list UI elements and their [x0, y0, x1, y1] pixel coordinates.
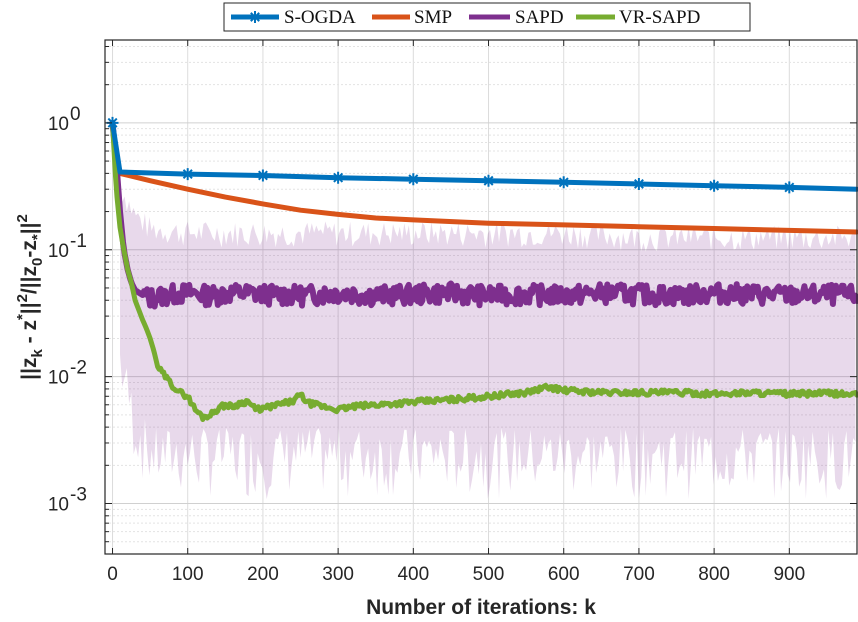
ylabel-sup-2a: 2	[14, 294, 31, 302]
ylabel-part-2: - z	[18, 320, 41, 349]
x-tick-label: 500	[473, 564, 505, 585]
sapd-variance-band	[120, 186, 856, 500]
y-tick-exponent: -2	[70, 358, 87, 379]
marker-s-ogda	[557, 176, 570, 189]
y-tick-label: 10	[48, 368, 69, 389]
series-vr-sapd	[110, 120, 858, 422]
y-tick-label: 10	[48, 241, 69, 262]
y-tick-base: 10	[48, 241, 69, 262]
ylabel-sup-2b: 2	[14, 214, 31, 222]
legend-marker-s-ogda	[249, 11, 261, 23]
marker-s-ogda	[181, 168, 194, 181]
line-s-ogda	[110, 120, 858, 192]
series-smp	[117, 170, 858, 235]
x-tick-label: 600	[548, 564, 580, 585]
ylabel-sub-0: 0	[29, 258, 46, 266]
x-tick-label: 400	[397, 564, 429, 585]
y-axis-label: ||zk - z*||2/||z0-z*||2	[14, 214, 46, 380]
ylabel-part-1: ||z	[18, 358, 41, 380]
legend-item-sapd: SAPD	[469, 7, 564, 28]
x-tick-label: 200	[247, 564, 279, 585]
ylabel-part-6: ||	[18, 223, 41, 235]
ylabel-part-5: -z	[18, 240, 41, 258]
y-tick-exponent: -1	[70, 231, 87, 252]
x-tick-label: 800	[698, 564, 730, 585]
legend-label-sapd: SAPD	[515, 7, 564, 28]
x-tick-label: 100	[172, 564, 204, 585]
x-axis: 0 100 200 300 400 500 600 700 800 900	[107, 40, 805, 585]
x-tick-label: 0	[107, 564, 118, 585]
marker-s-ogda	[332, 171, 345, 184]
marker-s-ogda	[407, 173, 420, 186]
legend-label-smp: SMP	[414, 7, 452, 28]
ylabel-sup-star: *	[14, 314, 31, 320]
legend-item-vr-sapd: VR-SAPD	[576, 7, 700, 28]
line-vr-sapd	[110, 120, 858, 422]
x-tick-label: 300	[322, 564, 354, 585]
marker-s-ogda	[708, 179, 721, 192]
legend-box	[223, 2, 751, 32]
ylabel-part-4: /||z	[18, 266, 41, 294]
y-tick-exponent: -3	[70, 485, 87, 506]
y-tick-base: 10	[48, 495, 69, 516]
ylabel-sub-k: k	[29, 349, 46, 358]
marker-s-ogda	[632, 178, 645, 190]
ylabel-sub-star: *	[29, 234, 46, 240]
ylabel-part-3: ||	[18, 302, 41, 314]
x-tick-label: 900	[773, 564, 805, 585]
y-tick-label: 10	[48, 495, 69, 516]
line-smp	[117, 170, 858, 235]
line-sapd	[109, 119, 858, 310]
y-tick-base: 10	[48, 368, 69, 389]
series-s-ogda	[106, 116, 858, 194]
marker-s-ogda	[783, 181, 796, 194]
y-tick-label: 10	[48, 114, 69, 135]
marker-s-ogda	[256, 169, 269, 182]
legend-item-smp: SMP	[372, 7, 452, 28]
x-tick-label: 700	[623, 564, 655, 585]
legend-star-glyph	[249, 11, 261, 23]
series-group	[106, 116, 858, 422]
y-tick-exponent: 0	[70, 104, 81, 125]
legend: S-OGDA SMP SAPD VR-SAPD	[223, 2, 751, 32]
legend-label-vr-sapd: VR-SAPD	[619, 7, 700, 28]
sapd-band-area	[120, 186, 856, 500]
marker-s-ogda	[482, 174, 495, 187]
legend-item-s-ogda: S-OGDA	[231, 7, 356, 28]
legend-label-s-ogda: S-OGDA	[284, 7, 356, 28]
marker-s-ogda	[106, 116, 119, 129]
series-sapd	[109, 119, 858, 310]
y-tick-base: 10	[48, 114, 69, 135]
x-axis-label: Number of iterations: k	[366, 596, 596, 619]
axes-box	[104, 39, 858, 555]
